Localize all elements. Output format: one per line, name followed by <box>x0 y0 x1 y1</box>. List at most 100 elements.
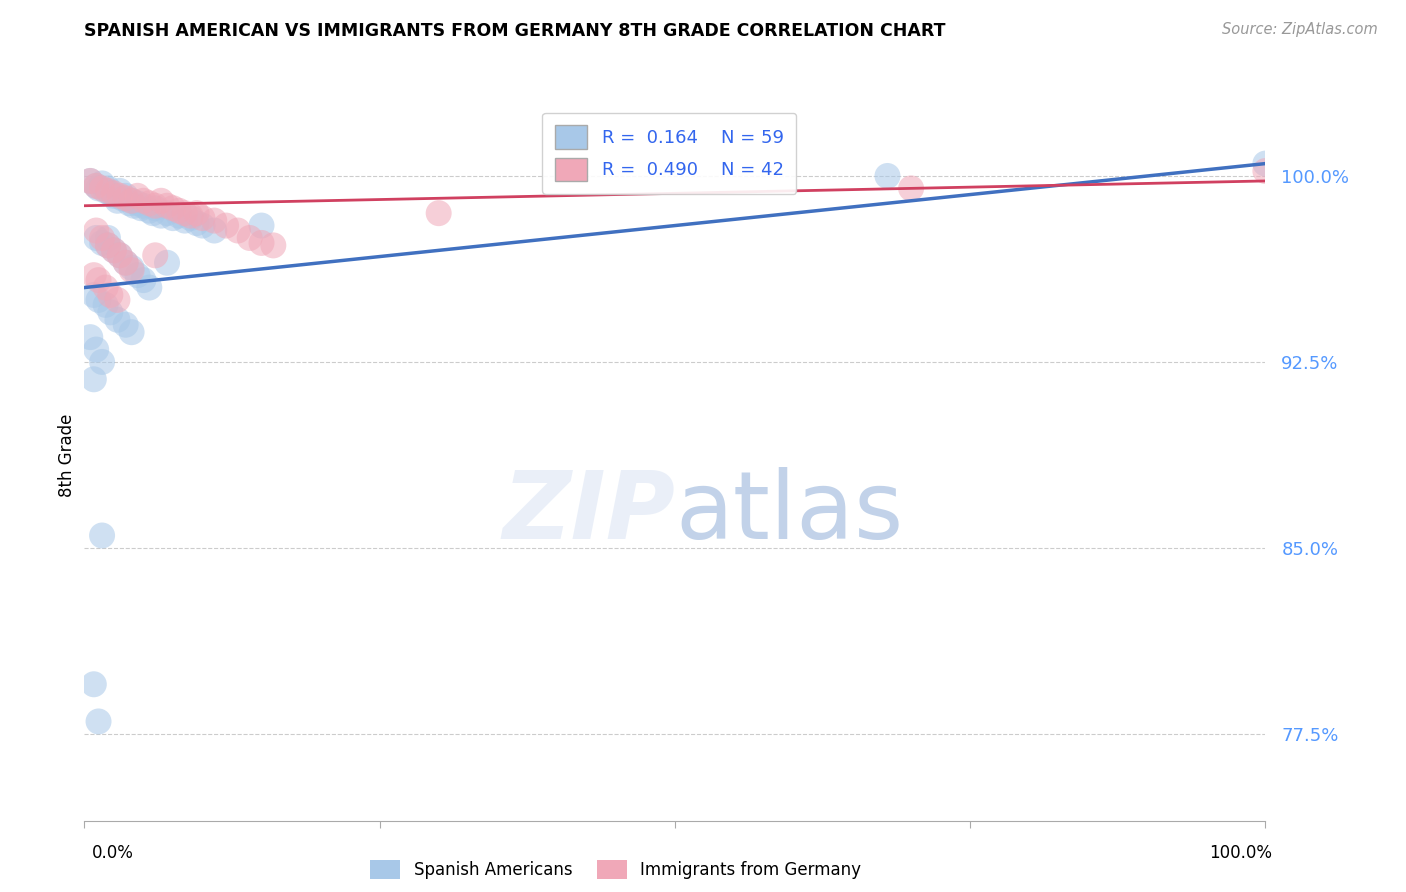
Point <box>114 256 136 270</box>
Point <box>121 194 143 208</box>
Point <box>103 189 125 203</box>
Text: Source: ZipAtlas.com: Source: ZipAtlas.com <box>1222 22 1378 37</box>
Point <box>156 199 179 213</box>
Point <box>900 181 922 195</box>
Point <box>111 191 134 205</box>
Point <box>84 343 107 357</box>
Point <box>150 194 173 208</box>
Point <box>138 203 160 218</box>
Point <box>262 238 284 252</box>
Point <box>103 244 125 258</box>
Point <box>180 211 202 226</box>
Point <box>122 199 145 213</box>
Point <box>108 248 131 262</box>
Point <box>98 186 121 201</box>
Point <box>132 273 155 287</box>
Legend: Spanish Americans, Immigrants from Germany: Spanish Americans, Immigrants from Germa… <box>364 853 868 886</box>
Point <box>83 268 105 282</box>
Point <box>191 211 214 226</box>
Point <box>118 196 141 211</box>
Point <box>87 293 110 307</box>
Point <box>138 196 160 211</box>
Text: 100.0%: 100.0% <box>1209 844 1272 862</box>
Point <box>114 256 136 270</box>
Point <box>202 213 225 227</box>
Point <box>91 231 114 245</box>
Point <box>87 714 110 729</box>
Point <box>97 238 120 252</box>
Point <box>132 194 155 208</box>
Point <box>121 263 143 277</box>
Point <box>143 248 166 262</box>
Point <box>87 181 110 195</box>
Point <box>1254 164 1277 178</box>
Point <box>250 219 273 233</box>
Point <box>156 206 179 220</box>
Point <box>94 184 117 198</box>
Point <box>103 186 125 201</box>
Point <box>84 231 107 245</box>
Point <box>114 318 136 332</box>
Point <box>114 189 136 203</box>
Point <box>79 174 101 188</box>
Point <box>186 206 208 220</box>
Point <box>127 189 149 203</box>
Point <box>121 260 143 275</box>
Text: atlas: atlas <box>675 467 903 559</box>
Point <box>103 244 125 258</box>
Text: 0.0%: 0.0% <box>91 844 134 862</box>
Point <box>108 189 131 203</box>
Point <box>79 330 101 344</box>
Point <box>84 178 107 193</box>
Point <box>107 313 129 327</box>
Point <box>94 298 117 312</box>
Point <box>79 174 101 188</box>
Point <box>162 201 184 215</box>
Point <box>180 209 202 223</box>
Point <box>173 213 195 227</box>
Point <box>98 288 121 302</box>
Point <box>83 288 105 302</box>
Point <box>202 223 225 237</box>
Point <box>121 325 143 339</box>
Point <box>83 677 105 691</box>
Point <box>97 238 120 252</box>
Point <box>173 206 195 220</box>
Point <box>215 219 238 233</box>
Point <box>121 194 143 208</box>
Point <box>84 223 107 237</box>
Point <box>91 528 114 542</box>
Point <box>162 211 184 226</box>
Point <box>427 206 450 220</box>
Point <box>239 231 262 245</box>
Point <box>143 199 166 213</box>
Point <box>97 231 120 245</box>
Point <box>142 206 165 220</box>
Point <box>97 181 120 195</box>
Point <box>191 219 214 233</box>
Point <box>167 209 190 223</box>
Point <box>150 209 173 223</box>
Point <box>87 273 110 287</box>
Text: SPANISH AMERICAN VS IMMIGRANTS FROM GERMANY 8TH GRADE CORRELATION CHART: SPANISH AMERICAN VS IMMIGRANTS FROM GERM… <box>84 22 946 40</box>
Point <box>91 177 114 191</box>
Y-axis label: 8th Grade: 8th Grade <box>58 413 76 497</box>
Point <box>226 223 249 237</box>
Point <box>167 203 190 218</box>
Point <box>138 280 160 294</box>
Point <box>91 181 114 195</box>
Point <box>91 355 114 369</box>
Point <box>129 201 152 215</box>
Text: ZIP: ZIP <box>502 467 675 559</box>
Point <box>83 372 105 386</box>
Point <box>143 201 166 215</box>
Point <box>94 280 117 294</box>
Point <box>156 256 179 270</box>
Point <box>107 194 129 208</box>
Point <box>186 216 208 230</box>
Point <box>84 178 107 193</box>
Point <box>876 169 898 183</box>
Point <box>98 305 121 319</box>
Point <box>127 196 149 211</box>
Point <box>250 235 273 250</box>
